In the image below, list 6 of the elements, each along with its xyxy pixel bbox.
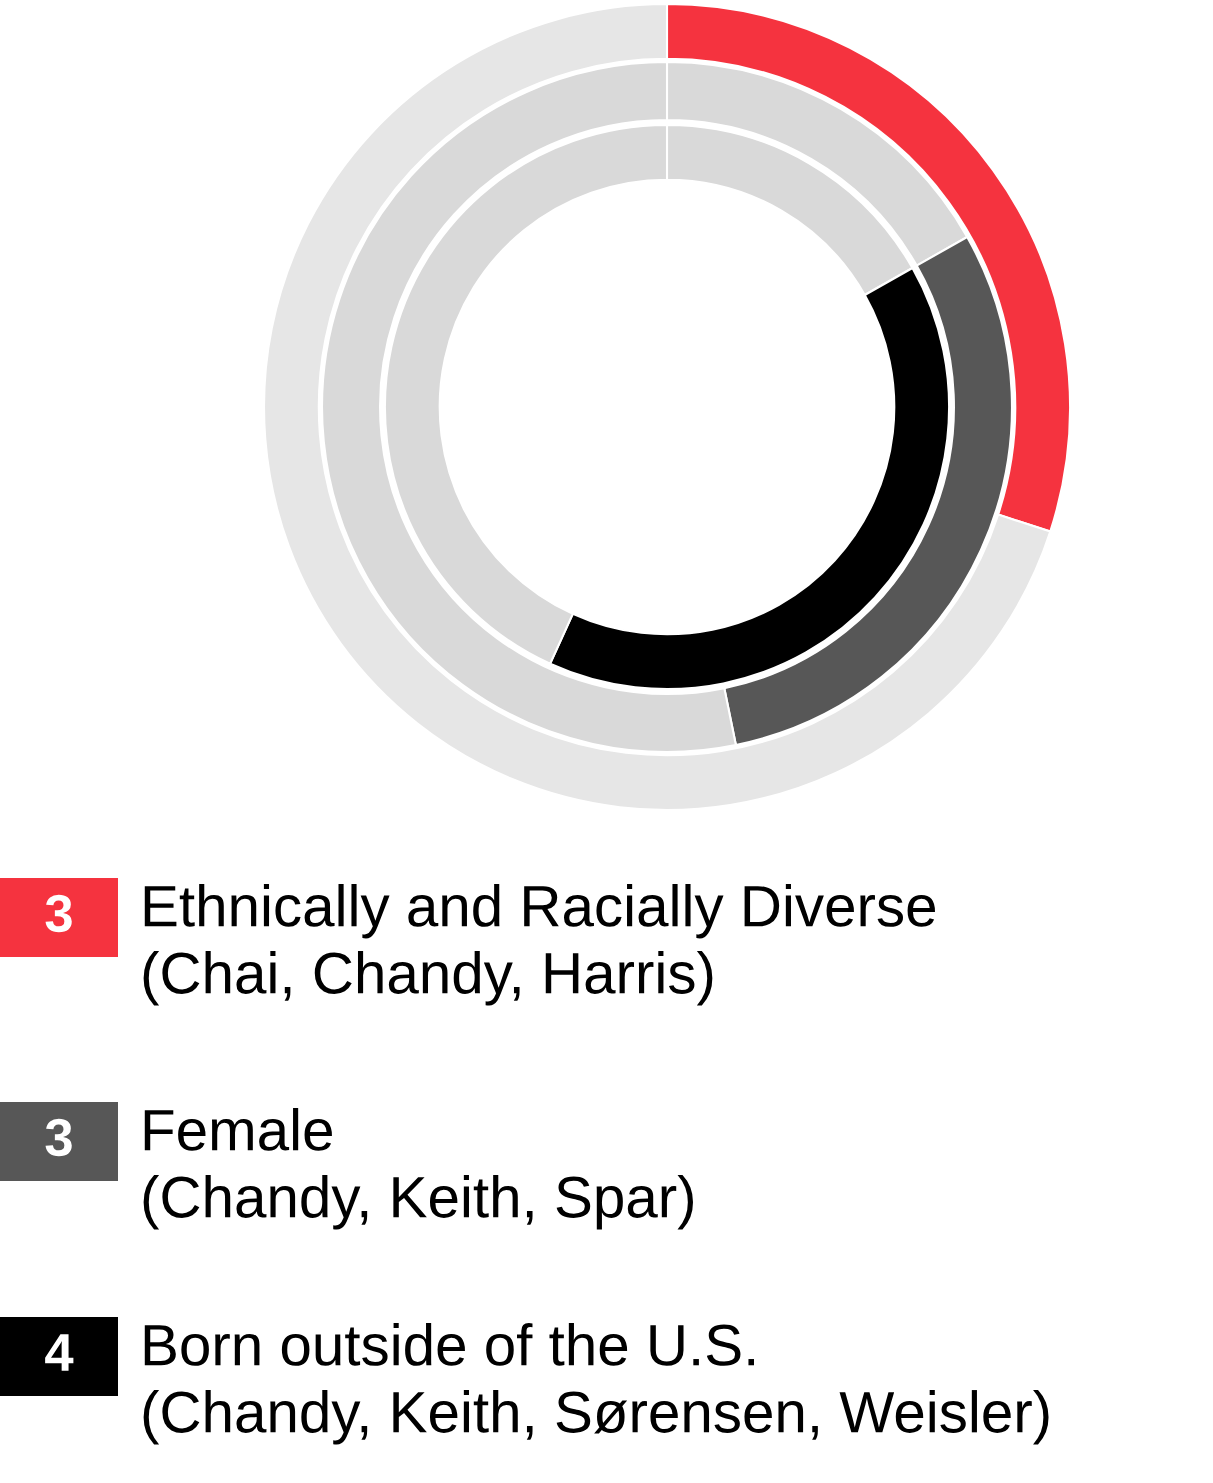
legend-label: Ethnically and Racially Diverse (Chai, Chandy, Harris)	[143, 884, 935, 1006]
text: 4	[45, 1334, 74, 1371]
text: 3	[45, 1118, 72, 1157]
text: 3	[45, 894, 72, 933]
legend-label: Born outside of the U.S. (Chandy, Keith, Sørensen, Weisler)	[143, 1323, 1049, 1445]
legend-label: Female (Chandy, Keith, Spar)	[143, 1108, 693, 1230]
